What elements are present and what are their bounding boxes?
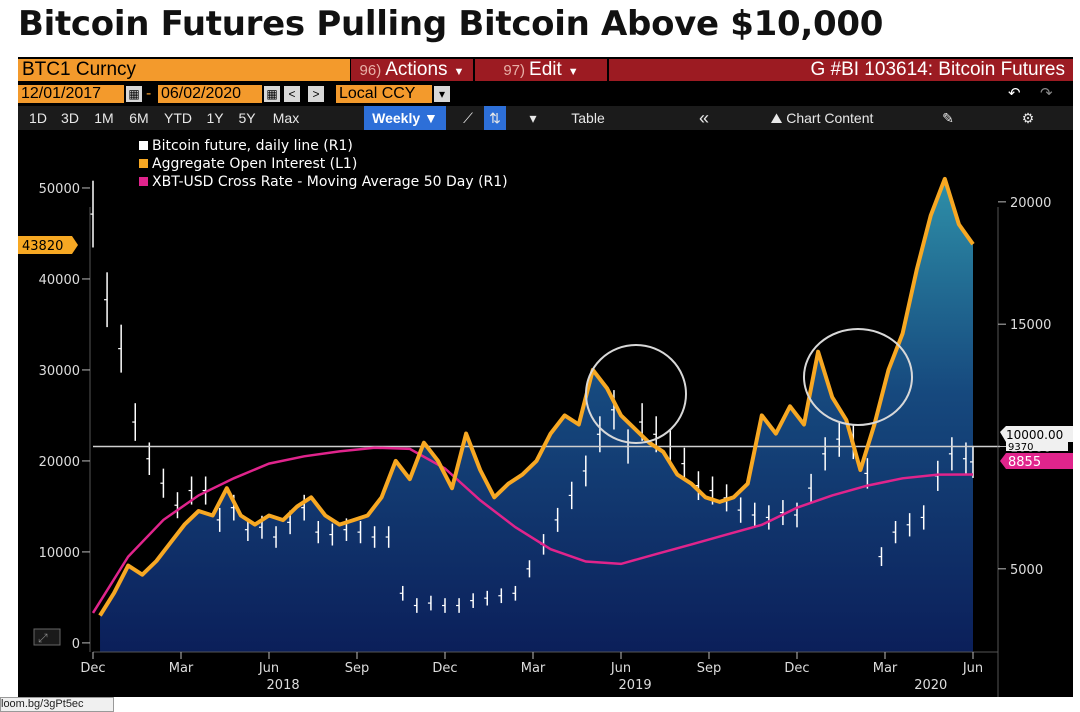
period-1m-button[interactable]: 1M	[94, 110, 114, 126]
zoom-icon[interactable]: ⤢	[33, 628, 61, 646]
frequency-select[interactable]: Weekly ▼	[364, 106, 446, 130]
year-label: 2020	[914, 678, 947, 693]
chart-plot: 0 10000 20000 30000 40000 50000 5000 10000 1500…	[18, 134, 1073, 697]
period-3d-button[interactable]: 3D	[61, 110, 79, 126]
year-label: 2018	[267, 678, 300, 693]
highlight-circle-2019	[585, 344, 687, 444]
next-period-button[interactable]: >	[308, 86, 324, 102]
collapse-button[interactable]: «	[698, 108, 709, 128]
ticker-field[interactable]: BTC1 Curncy	[18, 59, 350, 81]
period-max-button[interactable]: Max	[272, 110, 300, 126]
headline: Bitcoin Futures Pulling Bitcoin Above $1…	[18, 4, 884, 44]
period-6m-button[interactable]: 6M	[129, 110, 149, 126]
x-axis-ticks: Dec Mar Jun Sep Dec Mar Jun Sep Dec Mar Jun 2018 201…	[80, 652, 983, 693]
edit-menu-button[interactable]: 97) Edit ▼	[475, 59, 607, 81]
legend-label-moving-average: XBT-USD Cross Rate - Moving Average 50 D…	[152, 174, 508, 190]
last-value-tag-reference: 10000.00	[1000, 426, 1073, 442]
chart-content-icon: ⛰	[770, 110, 787, 126]
chevron-down-icon[interactable]: ▾	[529, 110, 537, 126]
x-tick-label: Jun	[610, 661, 631, 676]
period-1y-button[interactable]: 1Y	[206, 110, 224, 126]
x-tick-label: Jun	[258, 661, 279, 676]
command-bar: BTC1 Curncy 96) Actions ▼ 97) Edit ▼ G #BI 1…	[18, 57, 1073, 83]
period-1d-button[interactable]: 1D	[29, 110, 47, 126]
open-interest-last-value: 43820	[22, 239, 63, 254]
moving-average-last-value: 8855	[1008, 455, 1041, 470]
highlight-circle-2020	[803, 328, 913, 426]
period-ytd-button[interactable]: YTD	[164, 110, 192, 126]
left-tick-label: 40000	[39, 273, 80, 288]
legend: Bitcoin future, daily line (R1) Aggregat…	[134, 134, 538, 198]
date-separator: -	[146, 85, 152, 102]
calendar-icon[interactable]: ▦	[126, 86, 142, 102]
x-tick-label: Mar	[521, 661, 546, 676]
date-range-bar: 12/01/2017 ▦ - 06/02/2020 ▦ < > Local CC…	[18, 84, 1073, 104]
line-chart-icon[interactable]: ⟋	[463, 110, 473, 126]
legend-label-open-interest: Aggregate Open Interest (L1)	[152, 156, 357, 172]
x-tick-label: Dec	[784, 661, 809, 676]
chevron-down-icon[interactable]: ▾	[434, 86, 450, 102]
end-date-field[interactable]: 06/02/2020	[158, 85, 262, 103]
last-value-tag-futures: 9370	[1006, 442, 1068, 453]
x-tick-label: Jun	[962, 661, 983, 676]
bloomberg-terminal-window: BTC1 Curncy 96) Actions ▼ 97) Edit ▼ G #BI 1…	[18, 57, 1073, 697]
currency-select[interactable]: Local CCY	[336, 85, 432, 103]
right-tick-label: 20000	[1010, 196, 1051, 211]
period-5y-button[interactable]: 5Y	[238, 110, 256, 126]
last-value-tag-moving-average: 8855	[1000, 453, 1073, 470]
left-axis-ticks: 0 10000 20000 30000 40000 50000	[39, 182, 90, 652]
futures-last-value: 9370	[1008, 442, 1033, 453]
legend-swatch-moving-average	[139, 177, 148, 186]
edit-number: 97)	[503, 62, 526, 79]
last-value-tag-open-interest: 43820	[18, 236, 78, 254]
left-tick-label: 10000	[39, 546, 80, 561]
chevron-down-icon: ▼	[567, 66, 579, 78]
calendar-icon[interactable]: ▦	[264, 86, 280, 102]
frequency-label: Weekly	[372, 110, 421, 126]
left-tick-label: 30000	[39, 364, 80, 379]
left-tick-label: 20000	[39, 455, 80, 470]
chart-content-button[interactable]: ⛰ Chart Content	[752, 106, 892, 130]
legend-label-futures: Bitcoin future, daily line (R1)	[152, 138, 353, 154]
legend-swatch-futures	[139, 141, 148, 150]
edit-label: Edit	[529, 59, 562, 80]
left-tick-label: 0	[72, 637, 80, 652]
moving-average-line	[91, 446, 974, 614]
x-tick-label: Mar	[873, 661, 898, 676]
url-fragment[interactable]: loom.bg/3gPt5ec	[0, 697, 114, 712]
x-tick-label: Dec	[432, 661, 457, 676]
table-button[interactable]: Table	[571, 110, 605, 126]
legend-swatch-open-interest	[139, 159, 148, 168]
x-tick-label: Dec	[80, 661, 105, 676]
actions-label: Actions	[385, 59, 448, 80]
left-tick-label: 50000	[39, 182, 80, 197]
undo-icon[interactable]: ↶	[1008, 85, 1021, 102]
edit-annotation-icon[interactable]: ✎	[942, 110, 954, 126]
graph-title: G #BI 103614: Bitcoin Futures	[609, 59, 1073, 81]
right-axis-ticks: 5000100001500020000	[998, 196, 1051, 578]
reference-line-label: 10000.00	[1006, 428, 1063, 442]
redo-icon[interactable]: ↷	[1040, 85, 1053, 102]
x-tick-label: Sep	[697, 661, 722, 676]
chevron-down-icon: ▼	[453, 66, 465, 78]
gear-icon[interactable]: ⚙	[1021, 110, 1035, 126]
actions-number: 96)	[359, 62, 382, 79]
right-tick-label: 5000	[1010, 563, 1043, 578]
svg-text:⤢: ⤢	[37, 631, 48, 645]
x-tick-label: Mar	[169, 661, 194, 676]
chart-content-label: Chart Content	[786, 110, 874, 126]
open-interest-line	[98, 176, 975, 617]
year-label: 2019	[619, 678, 652, 693]
right-tick-label: 15000	[1010, 318, 1051, 333]
actions-menu-button[interactable]: 96) Actions ▼	[351, 59, 473, 81]
x-tick-label: Sep	[345, 661, 370, 676]
compare-icon[interactable]: ⇅	[484, 106, 506, 130]
start-date-field[interactable]: 12/01/2017	[18, 85, 124, 103]
previous-period-button[interactable]: <	[284, 86, 300, 102]
chart-toolbar: 1D 3D 1M 6M YTD 1Y 5Y Max Weekly ▼ ⟋ ⇅ ▾…	[18, 106, 1073, 130]
